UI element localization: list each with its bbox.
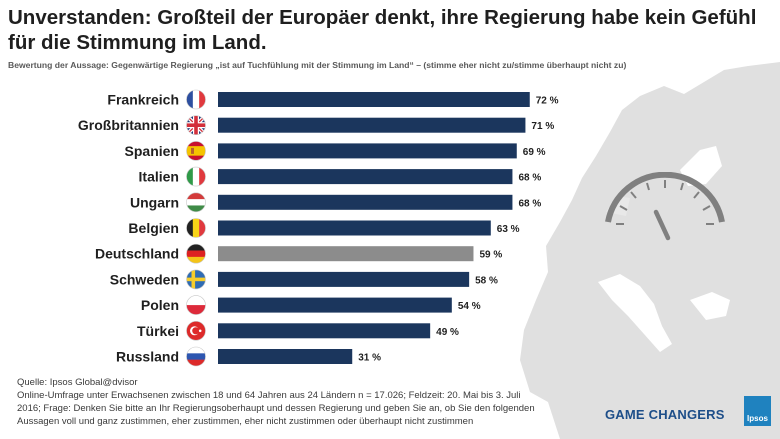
flag-france-icon [186, 89, 206, 110]
value-label: 49 % [436, 327, 459, 338]
value-label: 71 % [531, 121, 554, 132]
bar-russland [218, 349, 353, 364]
category-label: Polen [141, 297, 179, 313]
value-label: 63 % [497, 224, 520, 235]
flag-belgium-icon [186, 218, 206, 238]
bar-deutschland [218, 246, 474, 262]
bar-großbritannien [218, 117, 526, 133]
speedometer-gauge-icon [605, 172, 725, 241]
category-label: Deutschland [95, 246, 179, 262]
value-label: 68 % [518, 173, 541, 184]
source-line: Online-Umfrage unter Erwachsenen zwische… [17, 390, 521, 401]
value-label: 54 % [458, 301, 481, 312]
flag-hungary-icon [186, 192, 206, 213]
bar-italien [218, 169, 513, 185]
source-note: Quelle: Ipsos Global@dvisor Online-Umfra… [17, 376, 597, 428]
brand-slogan: GAME CHANGERS [605, 407, 725, 422]
chart-subtitle: Bewertung der Aussage: Gegenwärtige Regi… [8, 60, 627, 70]
category-label: Italien [139, 169, 179, 185]
source-line: Quelle: Ipsos Global@dvisor [17, 377, 138, 388]
value-label: 31 % [358, 353, 381, 364]
flag-poland-icon [186, 295, 206, 315]
ipsos-logo: Ipsos [744, 396, 771, 426]
value-label: 58 % [475, 275, 498, 286]
value-label: 59 % [479, 250, 502, 261]
source-line: Aussagen voll und ganz zustimmen, eher z… [17, 416, 474, 427]
flag-russia-icon [186, 346, 206, 367]
bar-schweden [218, 271, 470, 287]
flag-spain-icon [186, 141, 206, 161]
value-label: 72 % [536, 96, 559, 107]
category-label: Schweden [110, 271, 179, 287]
category-label: Frankreich [107, 92, 179, 108]
flag-italy-icon [186, 166, 206, 187]
bar-ungarn [218, 194, 513, 210]
bar-polen [218, 297, 452, 313]
category-label: Belgien [128, 220, 179, 236]
bar-frankreich [218, 92, 530, 107]
category-label: Spanien [125, 143, 179, 159]
source-line: 2016; Frage: Denken Sie bitte an Ihr Reg… [17, 403, 535, 414]
value-label: 69 % [523, 147, 546, 158]
category-label: Türkei [137, 323, 179, 339]
flag-turkey-icon [186, 320, 206, 341]
value-label: 68 % [518, 198, 541, 209]
flag-sweden-icon [186, 269, 206, 290]
chart-title: Unverstanden: Großteil der Europäer denk… [8, 6, 757, 54]
bar-belgien [218, 220, 491, 236]
bar-spanien [218, 143, 517, 159]
category-label: Großbritannien [78, 117, 179, 133]
flag-united-kingdom-icon [186, 115, 206, 135]
category-label: Ungarn [130, 194, 179, 210]
category-label: Russland [116, 349, 179, 365]
flag-germany-icon [186, 243, 206, 264]
bar-türkei [218, 323, 431, 339]
